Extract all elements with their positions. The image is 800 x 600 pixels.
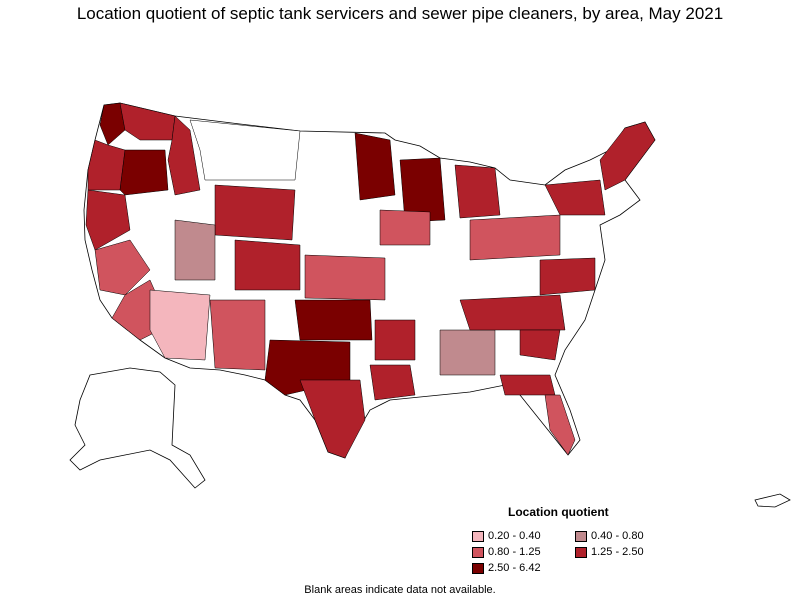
region-wy <box>214 184 296 241</box>
region-ia <box>379 209 431 246</box>
region-ny <box>544 179 606 216</box>
legend-label: 1.25 - 2.50 <box>591 546 644 558</box>
legend-swatch <box>472 562 484 574</box>
region-ca-central <box>94 239 151 296</box>
legend-swatch <box>575 546 587 558</box>
region-wa-west <box>99 102 126 146</box>
region-ar <box>374 319 416 361</box>
region-mt-west <box>189 119 301 181</box>
legend-label: 0.80 - 1.25 <box>488 546 541 558</box>
region-fl-south <box>544 394 576 456</box>
region-nm <box>209 299 266 371</box>
legend-item-5: 2.50 - 6.42 <box>472 562 541 574</box>
footnote: Blank areas indicate data not available. <box>304 584 496 596</box>
legend-swatch <box>472 530 484 542</box>
region-ca-north <box>85 189 131 251</box>
region-ks <box>304 254 386 301</box>
legend-item-4: 1.25 - 2.50 <box>575 546 644 558</box>
region-tn-nc <box>459 294 566 331</box>
alaska-outline <box>69 367 206 489</box>
alaska <box>69 367 206 489</box>
legend-label: 0.40 - 0.80 <box>591 530 644 542</box>
region-wa-east <box>119 102 176 141</box>
region-ut <box>174 219 216 281</box>
legend-item-2: 0.40 - 0.80 <box>575 530 644 542</box>
region-fl-north <box>499 374 556 396</box>
legend-item-3: 0.80 - 1.25 <box>472 546 541 558</box>
region-co <box>234 239 301 291</box>
region-wi <box>399 157 446 223</box>
region-az <box>149 289 211 361</box>
map-regions <box>85 102 656 459</box>
region-new-england <box>599 121 656 191</box>
region-al-ga <box>439 329 496 376</box>
legend-item-1: 0.20 - 0.40 <box>472 530 541 542</box>
region-mn <box>354 132 396 201</box>
region-ok <box>294 299 373 341</box>
legend-label: 2.50 - 6.42 <box>488 562 541 574</box>
legend-title: Location quotient <box>508 505 609 519</box>
map-title: Location quotient of septic tank service… <box>76 4 724 23</box>
region-mi <box>454 164 501 219</box>
legend-swatch <box>575 530 587 542</box>
region-la <box>369 364 416 401</box>
legend-swatch <box>472 546 484 558</box>
region-va-md <box>539 257 596 296</box>
region-oh-pa <box>469 214 561 261</box>
region-id <box>167 115 201 196</box>
puerto-rico-outline <box>754 493 791 508</box>
region-tx-south <box>299 379 366 459</box>
islands <box>754 493 791 508</box>
region-sc <box>519 329 561 361</box>
legend-label: 0.20 - 0.40 <box>488 530 541 542</box>
region-or-central <box>119 149 169 196</box>
